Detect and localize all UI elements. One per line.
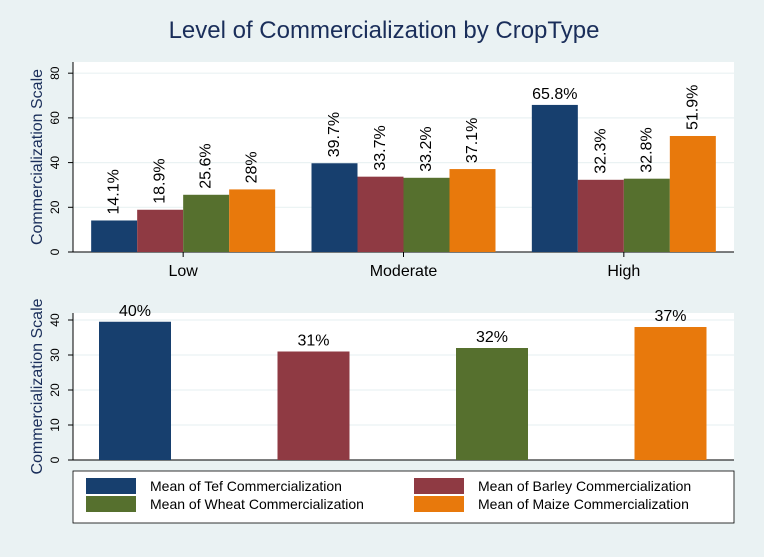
- legend-label: Mean of Wheat Commercialization: [150, 496, 364, 512]
- data-label: 32%: [476, 329, 508, 346]
- bar: [357, 176, 404, 252]
- data-label: 40%: [119, 303, 151, 320]
- legend-label: Mean of Maize Commercialization: [478, 496, 689, 512]
- y-tick-label: 0: [48, 456, 62, 463]
- legend-swatch: [414, 496, 464, 512]
- bar: [99, 321, 171, 460]
- bar: [277, 351, 350, 460]
- bar: [531, 104, 578, 252]
- data-label: 14.1%: [106, 169, 123, 214]
- data-label: 31%: [297, 333, 329, 350]
- data-label: 33.7%: [372, 125, 389, 170]
- bar: [183, 194, 230, 252]
- data-label: 25.6%: [198, 143, 215, 188]
- data-label: 37.1%: [464, 118, 481, 163]
- legend-box: [72, 470, 735, 524]
- y-axis-label: Commercialization Scale: [29, 69, 46, 245]
- bar: [311, 163, 358, 252]
- bar: [91, 220, 138, 252]
- bar: [449, 169, 496, 252]
- y-axis-label: Commercialization Scale: [29, 298, 46, 474]
- y-tick-label: 10: [48, 418, 62, 432]
- bar: [669, 135, 716, 252]
- legend-swatch: [414, 478, 464, 494]
- y-tick-label: 20: [48, 200, 62, 214]
- bar: [456, 348, 528, 460]
- y-tick-label: 0: [48, 248, 62, 255]
- bar: [229, 189, 276, 252]
- bar: [634, 327, 707, 460]
- y-tick-label: 60: [48, 111, 62, 125]
- bar: [137, 209, 184, 252]
- x-tick-label: Low: [168, 263, 198, 280]
- y-tick-label: 20: [48, 383, 62, 397]
- chart-title: Level of Commercialization by CropType: [169, 17, 600, 44]
- data-label: 32.3%: [592, 128, 609, 173]
- data-label: 39.7%: [326, 112, 343, 157]
- bar: [577, 179, 624, 252]
- x-tick-label: High: [607, 263, 640, 280]
- legend-label: Mean of Tef Commercialization: [150, 478, 342, 494]
- data-label: 65.8%: [532, 86, 577, 103]
- bar: [403, 177, 450, 252]
- plot-area: [73, 313, 734, 460]
- y-tick-label: 40: [48, 156, 62, 170]
- legend-swatch: [86, 496, 136, 512]
- data-label: 33.2%: [418, 126, 435, 171]
- legend-label: Mean of Barley Commercialization: [478, 478, 691, 494]
- y-tick-label: 40: [48, 313, 62, 327]
- legend: Mean of Tef Commercialization Mean of Bar…: [72, 470, 735, 524]
- data-label: 18.9%: [152, 158, 169, 203]
- legend-swatch: [86, 478, 136, 494]
- bar: [623, 178, 670, 252]
- data-label: 37%: [654, 308, 686, 325]
- y-tick-label: 30: [48, 348, 62, 362]
- y-tick-label: 80: [48, 66, 62, 80]
- data-label: 51.9%: [684, 85, 701, 130]
- x-tick-label: Moderate: [370, 263, 438, 280]
- data-label: 28%: [244, 151, 261, 183]
- data-label: 32.8%: [638, 127, 655, 172]
